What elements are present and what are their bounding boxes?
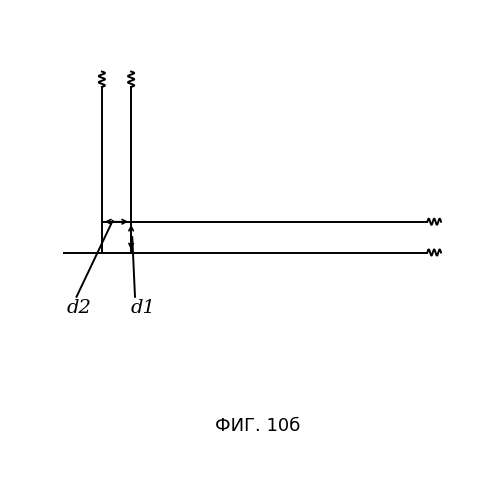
Text: d2: d2	[67, 298, 92, 316]
Text: d1: d1	[131, 298, 156, 316]
Text: ФИГ. 10б: ФИГ. 10б	[215, 417, 300, 434]
